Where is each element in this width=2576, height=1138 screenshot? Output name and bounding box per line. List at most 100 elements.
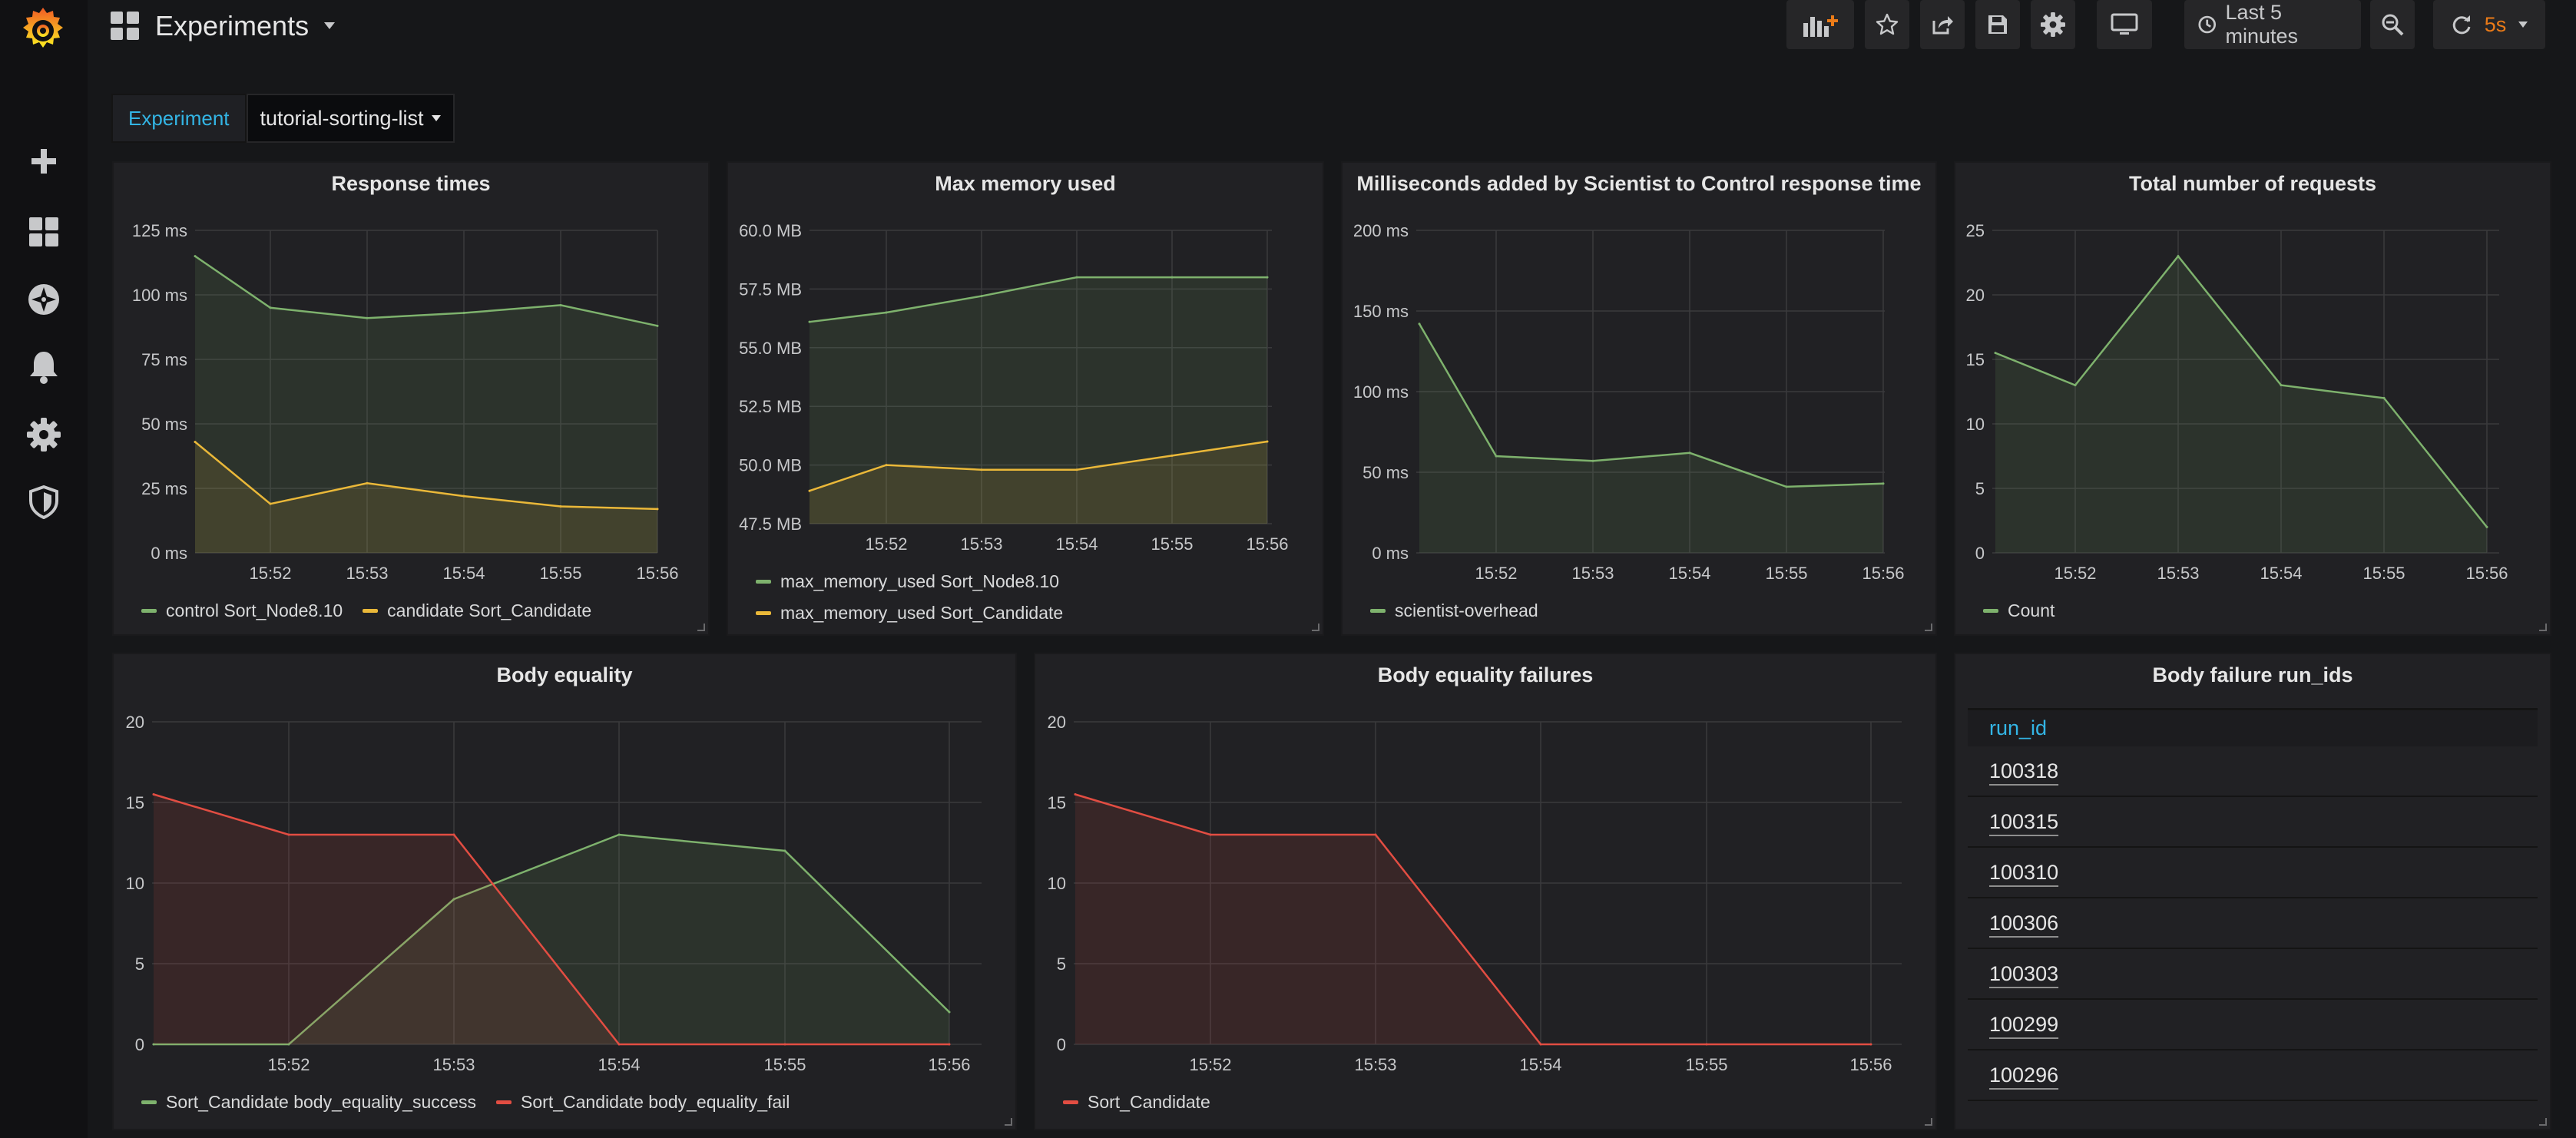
legend-item[interactable]: max_memory_used Sort_Candidate (756, 603, 1063, 624)
series-area (195, 442, 657, 553)
y-tick-label: 125 ms (132, 221, 187, 240)
data-point (1705, 1043, 1708, 1046)
share-dashboard-button[interactable] (1920, 0, 1965, 49)
y-tick-label: 10 (1048, 874, 1066, 893)
panel-body-equality-failures[interactable]: Body equality failures 0 5 10 15 20 15:52 15:5… (1034, 653, 1937, 1130)
series-line[interactable] (194, 441, 658, 511)
x-tick-label: 15:55 (2362, 564, 2405, 583)
series-line[interactable] (154, 833, 950, 1046)
dashboards-icon[interactable] (25, 213, 62, 250)
variable-value-dropdown[interactable]: tutorial-sorting-list (246, 94, 455, 143)
cycle-view-mode-button[interactable] (2097, 0, 2152, 49)
resize-handle[interactable] (2539, 1118, 2547, 1126)
y-tick-label: 47.5 MB (739, 514, 802, 534)
time-range-picker[interactable]: Last 5 minutes (2184, 0, 2361, 49)
data-point (194, 441, 197, 444)
x-tick-label: 15:55 (1685, 1055, 1727, 1074)
data-point (618, 1043, 621, 1046)
x-tick-label: 15:56 (2465, 564, 2508, 583)
server-admin-icon[interactable] (25, 484, 62, 521)
run-id-link[interactable]: 100303 (1989, 961, 2059, 985)
legend-item[interactable]: scientist-overhead (1370, 600, 1538, 621)
overhead-chart: 0 ms 50 ms 100 ms 150 ms 200 ms 15:52 15:53 15:… (1353, 221, 1905, 583)
run-id-link[interactable]: 100310 (1989, 860, 2059, 884)
run-id-link[interactable]: 100318 (1989, 759, 2059, 782)
panel-body-equality[interactable]: Body equality 0 5 10 15 20 15:52 15:53 15:54 15:… (112, 653, 1017, 1130)
grafana-logo-icon[interactable] (17, 3, 69, 55)
column-header-run-id[interactable]: run_id (1968, 708, 2538, 746)
explore-icon[interactable] (25, 281, 62, 318)
resize-handle[interactable] (2539, 624, 2547, 631)
alerting-icon[interactable] (25, 349, 62, 385)
legend-swatch (1063, 1100, 1078, 1104)
legend-item[interactable]: Sort_Candidate body_equality_success (141, 1092, 476, 1113)
run-id-link[interactable]: 100299 (1989, 1012, 2059, 1036)
legend: Sort_Candidate (1063, 1092, 1210, 1113)
legend-item[interactable]: Sort_Candidate body_equality_fail (496, 1092, 790, 1113)
legend-item[interactable]: max_memory_used Sort_Node8.10 (756, 571, 1063, 592)
series-line[interactable] (1418, 323, 1884, 488)
panel-body-failure-run-ids[interactable]: Body failure run_ids run_id 100318 10031… (1954, 653, 2551, 1130)
resize-handle[interactable] (1925, 1118, 1932, 1126)
dashboard-settings-button[interactable] (2031, 0, 2075, 49)
legend: Sort_Candidate body_equality_success Sort… (141, 1092, 790, 1113)
variable-value: tutorial-sorting-list (260, 106, 424, 130)
run-id-link[interactable]: 100306 (1989, 911, 2059, 935)
panel-total-requests[interactable]: Total number of requests 0 5 10 15 20 25 15:52… (1954, 161, 2551, 636)
data-point (1994, 352, 1997, 355)
legend-item[interactable]: Sort_Candidate (1063, 1092, 1210, 1113)
data-point (1075, 276, 1078, 279)
panel-response-times[interactable]: Response times 0 ms 25 ms 50 ms 75 ms 100 ms… (112, 161, 710, 636)
run-id-link[interactable]: 100296 (1989, 1063, 2059, 1087)
run-id-link[interactable]: 100315 (1989, 809, 2059, 833)
x-tick-label: 15:52 (2054, 564, 2096, 583)
panel-scientist-overhead[interactable]: Milliseconds added by Scientist to Contr… (1341, 161, 1937, 636)
legend-item[interactable]: Count (1983, 600, 2055, 621)
legend-item[interactable]: control Sort_Node8.10 (141, 600, 343, 621)
dashboard-navbar: Experiments Last 5 minutes 5s (88, 0, 2576, 61)
legend-item[interactable]: candidate Sort_Candidate (363, 600, 591, 621)
x-tick-label: 15:54 (1519, 1055, 1561, 1074)
configuration-icon[interactable] (25, 416, 62, 453)
panel-max-memory-used[interactable]: Max memory used 47.5 MB 50.0 MB 52.5 MB 55.… (727, 161, 1324, 636)
zoom-out-button[interactable] (2370, 0, 2415, 49)
data-point (1075, 468, 1078, 471)
data-point (1591, 459, 1594, 462)
resize-handle[interactable] (1312, 624, 1319, 631)
star-dashboard-button[interactable] (1865, 0, 1909, 49)
resize-handle[interactable] (1925, 624, 1932, 631)
data-point (885, 464, 888, 467)
data-point (452, 833, 455, 836)
data-point (462, 312, 465, 315)
series-line[interactable] (1074, 793, 1871, 1046)
table-row: 100296 (1968, 1050, 2538, 1101)
add-panel-button[interactable] (1786, 0, 1854, 49)
data-point (808, 489, 811, 492)
data-point (2382, 396, 2386, 399)
resize-handle[interactable] (697, 624, 705, 631)
resize-handle[interactable] (1005, 1118, 1012, 1126)
x-tick-label: 15:53 (1354, 1055, 1396, 1074)
refresh-picker[interactable]: 5s (2433, 0, 2545, 49)
create-icon[interactable] (25, 143, 62, 180)
y-tick-label: 25 ms (141, 479, 187, 498)
caret-down-icon (431, 115, 441, 121)
series-line[interactable] (194, 255, 658, 327)
data-point (1266, 440, 1269, 443)
table-row: 100306 (1968, 898, 2538, 949)
data-point (980, 468, 983, 471)
series-line[interactable] (809, 440, 1268, 492)
data-point (366, 316, 369, 319)
data-point (948, 1043, 951, 1046)
zoom-out-icon (2382, 14, 2404, 36)
save-dashboard-button[interactable] (1975, 0, 2020, 49)
y-tick-label: 0 (135, 1035, 144, 1054)
series-line[interactable] (1995, 254, 2488, 528)
series-line[interactable] (809, 276, 1267, 323)
data-point (152, 793, 155, 796)
y-tick-label: 57.5 MB (739, 280, 802, 299)
dashboard-picker[interactable]: Experiments (111, 6, 336, 46)
table-row: 100310 (1968, 848, 2538, 898)
y-tick-label: 0 ms (151, 544, 187, 563)
series-line[interactable] (153, 793, 949, 1046)
